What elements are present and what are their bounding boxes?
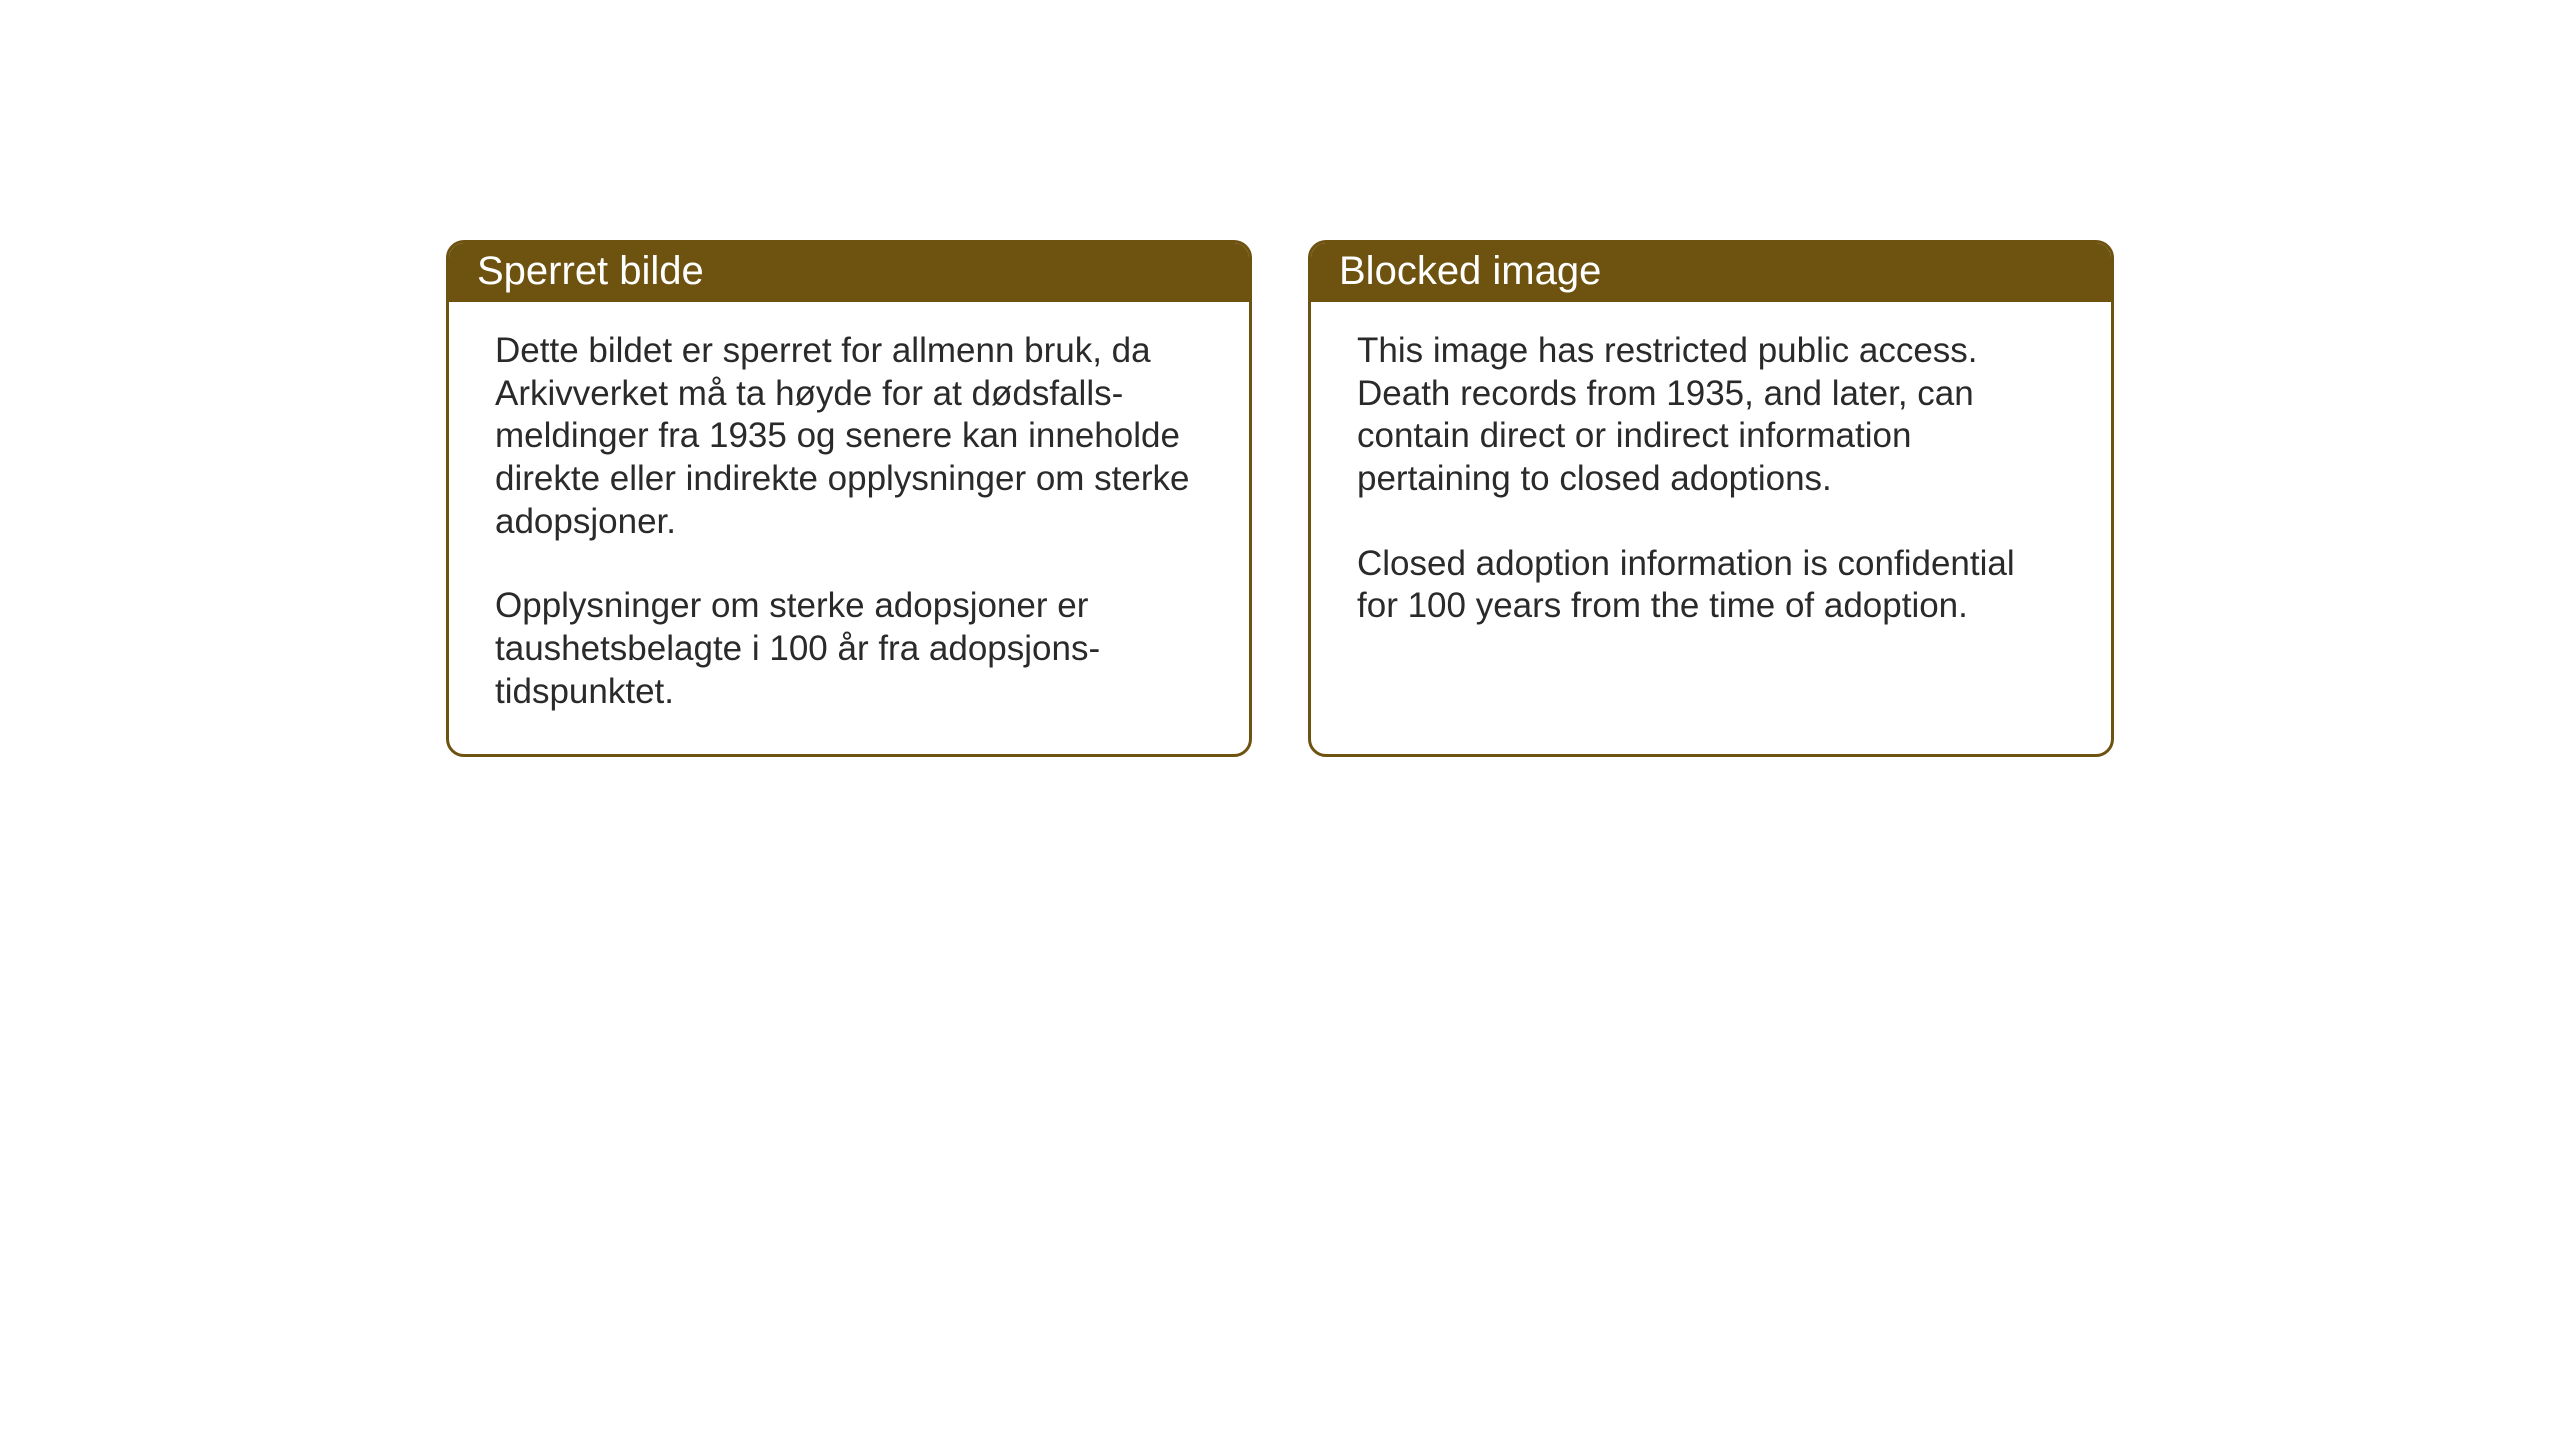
notice-paragraph: Opplysninger om sterke adopsjoner er tau… <box>495 585 1203 713</box>
notice-header-english: Blocked image <box>1311 243 2111 302</box>
notice-container: Sperret bilde Dette bildet er sperret fo… <box>446 240 2114 757</box>
notice-body-english: This image has restricted public access.… <box>1311 302 2111 734</box>
notice-paragraph: Closed adoption information is confident… <box>1357 543 2065 628</box>
notice-paragraph: Dette bildet er sperret for allmenn bruk… <box>495 330 1203 543</box>
notice-card-norwegian: Sperret bilde Dette bildet er sperret fo… <box>446 240 1252 757</box>
notice-body-norwegian: Dette bildet er sperret for allmenn bruk… <box>449 302 1249 754</box>
notice-card-english: Blocked image This image has restricted … <box>1308 240 2114 757</box>
notice-paragraph: This image has restricted public access.… <box>1357 330 2065 501</box>
notice-header-norwegian: Sperret bilde <box>449 243 1249 302</box>
